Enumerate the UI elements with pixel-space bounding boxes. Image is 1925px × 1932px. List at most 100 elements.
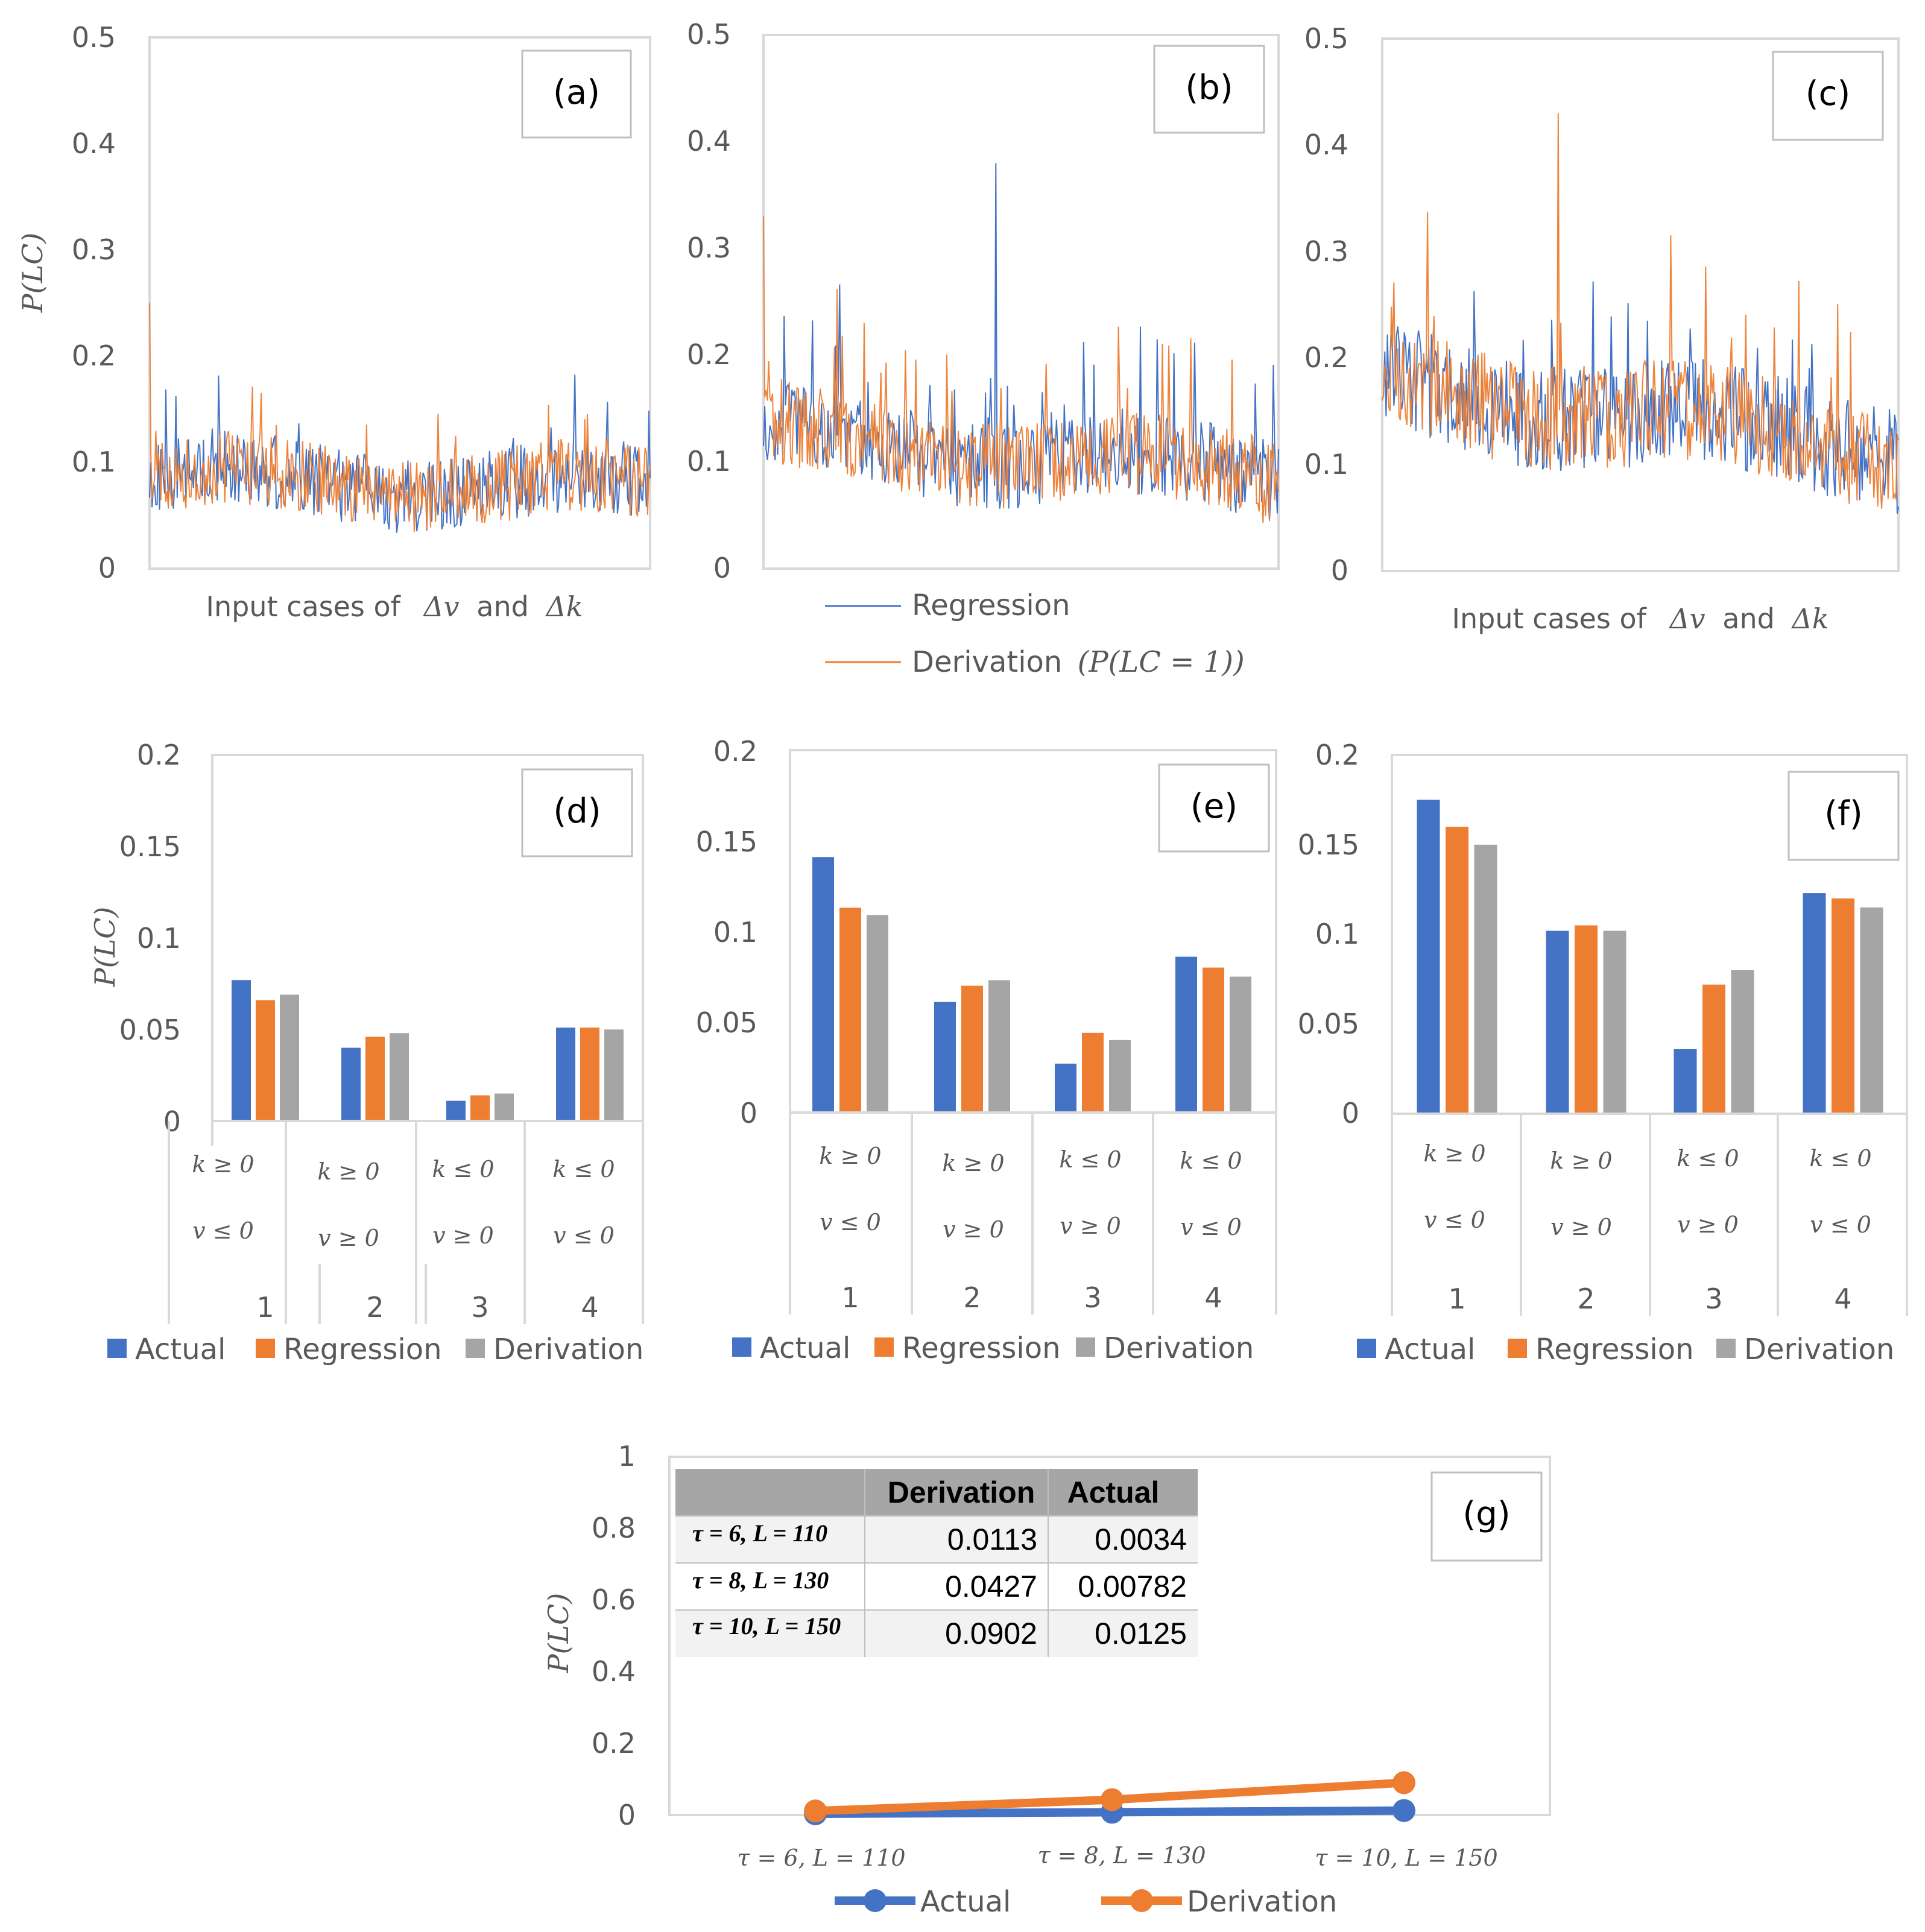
panel-d-legend-derivation: Derivation (493, 1333, 643, 1366)
panel-d-bar-derivation-2 (390, 1033, 409, 1121)
panel-g-x-labels: τ = 6, L = 110 τ = 8, L = 130 τ = 10, L … (737, 1842, 1497, 1871)
panel-e-yticks: 0 0.05 0.1 0.15 0.2 (696, 735, 757, 1129)
panel-d-ytick-2: 0.1 (137, 922, 181, 955)
panel-f-cat-1: 1 (1448, 1283, 1465, 1315)
panel-g-ytick-2: 0.4 (592, 1655, 636, 1688)
panel-f-cond-v-3: v ≥ 0 (1677, 1211, 1739, 1238)
panel-e-bar-derivation-4 (1230, 976, 1251, 1113)
panel-a-yticks: 0 0.1 0.2 0.3 0.4 0.5 (72, 21, 116, 584)
panel-c-ytick-4: 0.4 (1304, 128, 1348, 161)
panel-f-cat-3: 3 (1705, 1283, 1722, 1315)
panel-a-x-axis-label: Input cases of Δv and Δk (206, 590, 583, 623)
panel-b-ytick-5: 0.5 (687, 18, 731, 51)
panel-d-bar-actual-3 (446, 1100, 466, 1121)
panel-f-bar-actual-2 (1546, 930, 1569, 1114)
panel-e-cond-v-2: v ≥ 0 (943, 1216, 1004, 1243)
panel-e-label-box (1158, 763, 1270, 853)
panel-e-conditions: k ≥ 0 v ≤ 0 k ≥ 0 v ≥ 0 k ≤ 0 v ≥ 0 k ≤ … (819, 1143, 1242, 1243)
table-row-1-actual: 0.0034 (1095, 1523, 1187, 1556)
panel-f-bar-actual-4 (1803, 893, 1826, 1114)
panel-a: 0 0.1 0.2 0.3 0.4 0.5 P(LC) (a) Input ca… (16, 21, 651, 623)
table-row-1-bg (675, 1516, 1198, 1563)
panel-f: 0 0.05 0.1 0.15 0.2 k ≥ 0 v ≤ 0 k ≥ 0 v … (1298, 739, 1908, 1366)
panel-c-xlabel-and: and (1722, 602, 1775, 635)
panel-e-legend-actual: Actual (760, 1331, 850, 1365)
panel-d-legend-actual-swatch (107, 1339, 127, 1358)
panel-b-ytick-3: 0.3 (687, 232, 731, 264)
panel-c-ytick-5: 0.5 (1304, 22, 1348, 55)
table-header-bg (675, 1469, 1198, 1516)
panel-d-label-box (521, 768, 633, 857)
panel-d-cond-v-3: v ≥ 0 (432, 1222, 494, 1249)
panel-c-yticks: 0 0.1 0.2 0.3 0.4 0.5 (1304, 22, 1348, 587)
panel-b-regression-line (763, 163, 1279, 521)
panel-d-cond-v-1: v ≤ 0 (192, 1217, 254, 1244)
panel-d-bar-regression-4 (580, 1028, 599, 1121)
panel-b-series (763, 163, 1279, 523)
legend-derivation-math: (P(LC = 1)) (1078, 645, 1245, 679)
panel-d-bar-regression-2 (365, 1037, 385, 1121)
panel-a-series (149, 303, 651, 533)
panel-f-legend-regression-swatch (1508, 1339, 1527, 1358)
panel-e-bars (812, 857, 1251, 1113)
panel-c-ytick-2: 0.2 (1304, 341, 1348, 374)
panel-f-bars (1417, 800, 1883, 1114)
table-row-2-bg (675, 1563, 1198, 1610)
panel-a-ytick-4: 0.4 (72, 127, 116, 160)
panel-f-bar-derivation-2 (1603, 930, 1626, 1114)
panel-e-legend-actual-swatch (732, 1337, 751, 1357)
legend-derivation-text: Derivation (912, 645, 1062, 679)
panel-a-ytick-3: 0.3 (72, 233, 116, 266)
panel-c-plot-area (1381, 37, 1900, 572)
panel-d-y-axis-label: P(LC) (89, 907, 121, 988)
panel-f-category-labels: 1 2 3 4 (1448, 1283, 1851, 1315)
panel-e-cond-k-1: k ≥ 0 (819, 1143, 881, 1169)
panel-e-legend-derivation-swatch (1076, 1337, 1095, 1357)
panel-c-series (1382, 113, 1899, 514)
panel-g-legend: Actual Derivation (835, 1885, 1337, 1919)
panel-a-ytick-2: 0.2 (72, 339, 116, 372)
panel-e-label: (e) (1190, 787, 1238, 826)
legend-derivation-label: Derivation (P(LC = 1)) (912, 645, 1245, 679)
panel-d-bar-actual-4 (556, 1028, 575, 1121)
panel-e-cond-k-4: k ≤ 0 (1180, 1148, 1242, 1174)
panel-b-ytick-4: 0.4 (687, 125, 731, 157)
panel-f-bar-actual-3 (1674, 1049, 1697, 1114)
panel-g-legend-actual-marker (864, 1889, 887, 1912)
panel-g-table: Derivation Actual τ = 6, L = 110 0.0113 … (675, 1469, 1198, 1657)
panel-d-category-axis (168, 1120, 644, 1324)
panel-c-ytick-0: 0 (1331, 554, 1348, 587)
panel-d-legend-actual: Actual (135, 1333, 226, 1366)
panel-e-bar-regression-2 (961, 985, 983, 1113)
panel-e-bar-regression-3 (1082, 1032, 1104, 1113)
panel-d-ytick-0: 0 (163, 1105, 181, 1138)
panel-e-legend-regression: Regression (902, 1331, 1061, 1365)
panel-b-ytick-0: 0 (713, 552, 731, 584)
panel-e-cat-1: 1 (841, 1281, 859, 1314)
panel-g-legend-derivation: Derivation (1187, 1885, 1337, 1919)
panel-d-cat-1: 1 (256, 1291, 274, 1324)
panel-e-cond-v-1: v ≤ 0 (820, 1209, 881, 1236)
panel-f-bar-regression-2 (1575, 925, 1598, 1114)
panel-g-legend-actual: Actual (920, 1885, 1011, 1919)
panel-e-cat-2: 2 (963, 1281, 981, 1314)
panel-a-regression-line (149, 374, 651, 533)
panel-f-cond-k-4: k ≤ 0 (1809, 1145, 1871, 1172)
panel-d-bar-derivation-1 (280, 994, 299, 1121)
panel-e-bar-regression-1 (839, 908, 861, 1113)
panel-d: 0 0.05 0.1 0.15 0.2 P(LC) k ≥ 0 v ≤ 0 k … (89, 739, 644, 1366)
panel-e-bar-actual-3 (1055, 1063, 1076, 1113)
panel-d-legend-regression-swatch (256, 1339, 275, 1358)
panel-e-bar-derivation-3 (1109, 1040, 1131, 1113)
legend-regression-label: Regression (912, 589, 1070, 622)
panel-e-category-labels: 1 2 3 4 (841, 1281, 1222, 1314)
panel-c: 0 0.1 0.2 0.3 0.4 0.5 (c) Input cases of… (1304, 22, 1900, 635)
panel-b-label: (b) (1185, 68, 1233, 107)
panel-d-ytick-1: 0.05 (119, 1014, 181, 1046)
panel-d-cat-3: 3 (471, 1291, 488, 1324)
panel-f-cond-k-2: k ≥ 0 (1550, 1148, 1612, 1174)
panel-d-cond-v-4: v ≤ 0 (553, 1222, 615, 1249)
panel-f-cat-4: 4 (1834, 1283, 1851, 1315)
panel-f-bar-actual-1 (1417, 800, 1440, 1114)
panel-f-cond-v-1: v ≤ 0 (1424, 1207, 1485, 1233)
